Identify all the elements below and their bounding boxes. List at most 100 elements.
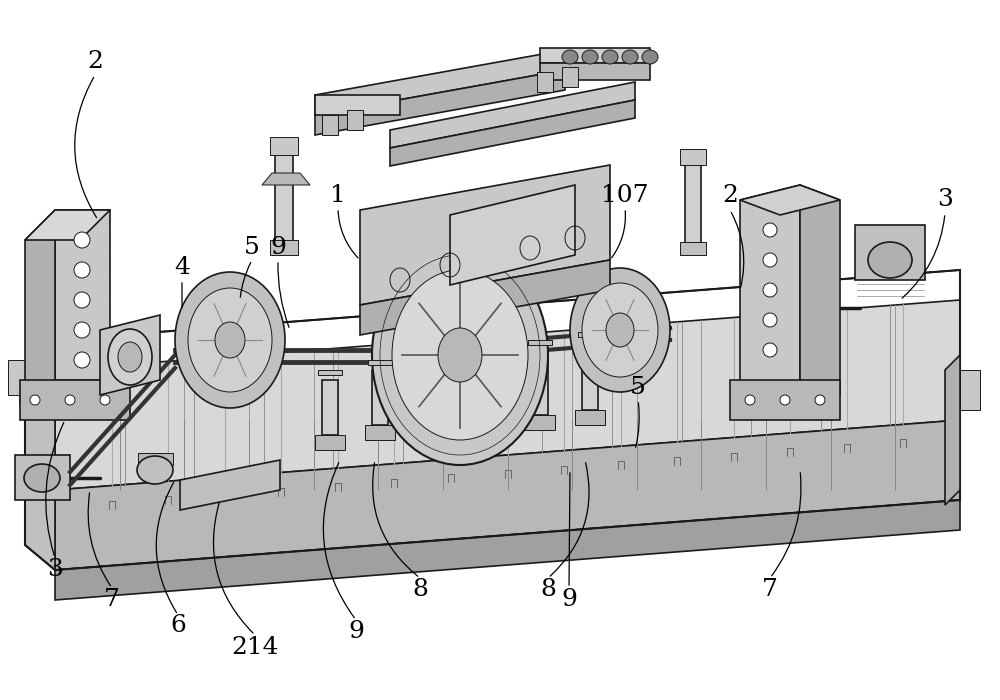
Bar: [8, 360, 26, 395]
Ellipse shape: [763, 343, 777, 357]
Text: 5: 5: [630, 377, 646, 400]
Polygon shape: [582, 342, 598, 410]
Text: 107: 107: [601, 183, 649, 206]
Polygon shape: [730, 380, 840, 420]
Ellipse shape: [74, 262, 90, 278]
Ellipse shape: [392, 270, 528, 440]
Text: 6: 6: [170, 613, 186, 636]
Ellipse shape: [74, 352, 90, 368]
Bar: [578, 332, 602, 337]
Polygon shape: [740, 185, 800, 395]
Polygon shape: [372, 370, 388, 425]
Polygon shape: [540, 48, 650, 63]
Bar: [685, 160, 701, 250]
Bar: [138, 453, 173, 465]
Text: 5: 5: [244, 237, 260, 260]
Ellipse shape: [188, 288, 272, 392]
Polygon shape: [20, 380, 130, 420]
Polygon shape: [540, 63, 650, 80]
Polygon shape: [55, 500, 960, 600]
Polygon shape: [740, 185, 840, 215]
Bar: [562, 67, 578, 87]
Ellipse shape: [74, 232, 90, 248]
Text: 9: 9: [561, 589, 577, 612]
Polygon shape: [532, 350, 548, 415]
Ellipse shape: [118, 342, 142, 372]
Text: 2: 2: [722, 183, 738, 206]
Bar: [322, 115, 338, 135]
Ellipse shape: [780, 395, 790, 405]
Ellipse shape: [108, 329, 152, 385]
Bar: [347, 110, 363, 130]
Ellipse shape: [562, 50, 578, 64]
Ellipse shape: [868, 242, 912, 278]
Polygon shape: [360, 260, 610, 335]
Text: 4: 4: [174, 256, 190, 279]
Polygon shape: [450, 185, 575, 285]
Ellipse shape: [438, 328, 482, 382]
Ellipse shape: [24, 464, 60, 492]
Text: 3: 3: [47, 559, 63, 582]
Ellipse shape: [763, 283, 777, 297]
Polygon shape: [25, 210, 110, 240]
Text: 9: 9: [270, 237, 286, 260]
Text: 7: 7: [762, 578, 778, 601]
Polygon shape: [315, 50, 565, 115]
Ellipse shape: [763, 223, 777, 237]
Polygon shape: [55, 210, 110, 380]
Bar: [575, 410, 605, 425]
Polygon shape: [262, 173, 310, 185]
Text: 8: 8: [412, 578, 428, 601]
Polygon shape: [390, 82, 635, 148]
Text: 9: 9: [348, 620, 364, 643]
Polygon shape: [20, 345, 55, 405]
Polygon shape: [360, 165, 610, 305]
Ellipse shape: [622, 50, 638, 64]
Ellipse shape: [372, 245, 548, 465]
Text: 8: 8: [540, 578, 556, 601]
Polygon shape: [55, 420, 960, 570]
Text: 214: 214: [231, 636, 279, 659]
Ellipse shape: [100, 395, 110, 405]
Bar: [365, 425, 395, 440]
Ellipse shape: [582, 50, 598, 64]
Bar: [525, 415, 555, 430]
Bar: [368, 360, 392, 365]
Polygon shape: [55, 300, 960, 490]
Ellipse shape: [175, 272, 285, 408]
Polygon shape: [315, 70, 565, 135]
Polygon shape: [322, 380, 338, 435]
Polygon shape: [945, 355, 960, 505]
Polygon shape: [315, 95, 400, 115]
Ellipse shape: [606, 313, 634, 347]
Polygon shape: [25, 210, 55, 410]
Ellipse shape: [763, 253, 777, 267]
Bar: [15, 455, 70, 500]
Text: 2: 2: [87, 50, 103, 74]
Ellipse shape: [215, 322, 245, 358]
Ellipse shape: [570, 268, 670, 392]
Ellipse shape: [815, 395, 825, 405]
Ellipse shape: [745, 395, 755, 405]
Ellipse shape: [65, 395, 75, 405]
Ellipse shape: [74, 322, 90, 338]
Bar: [275, 150, 293, 250]
Polygon shape: [800, 185, 840, 395]
Bar: [528, 340, 552, 345]
Ellipse shape: [602, 50, 618, 64]
Bar: [270, 137, 298, 155]
Bar: [960, 370, 980, 410]
Bar: [855, 225, 925, 280]
Bar: [680, 242, 706, 255]
Bar: [270, 240, 298, 255]
Polygon shape: [180, 460, 280, 510]
Text: 7: 7: [104, 589, 120, 612]
Polygon shape: [390, 100, 635, 166]
Polygon shape: [100, 315, 160, 395]
Ellipse shape: [30, 395, 40, 405]
Text: 3: 3: [937, 188, 953, 211]
Bar: [680, 149, 706, 165]
Ellipse shape: [642, 50, 658, 64]
Bar: [537, 72, 553, 92]
Polygon shape: [25, 340, 55, 570]
